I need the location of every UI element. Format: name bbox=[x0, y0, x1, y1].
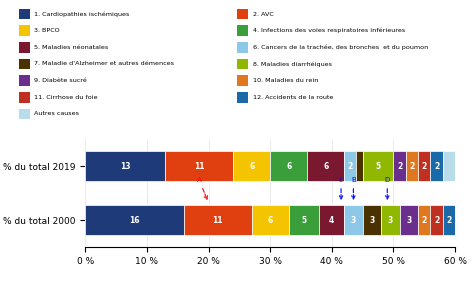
Text: 2: 2 bbox=[421, 162, 427, 171]
Text: 2: 2 bbox=[446, 216, 452, 225]
Text: 3: 3 bbox=[369, 216, 374, 225]
Text: 1. Cardiopathies ischémiques: 1. Cardiopathies ischémiques bbox=[34, 11, 130, 17]
Text: 5. Maladies néonatales: 5. Maladies néonatales bbox=[34, 45, 109, 50]
Text: 7. Maladie d'Alzheimer et autres démences: 7. Maladie d'Alzheimer et autres démence… bbox=[34, 62, 174, 66]
Text: Autres causes: Autres causes bbox=[34, 112, 79, 116]
Bar bbox=[85, 205, 184, 235]
FancyBboxPatch shape bbox=[237, 9, 248, 19]
Bar bbox=[363, 151, 393, 181]
Text: 3: 3 bbox=[388, 216, 393, 225]
Text: 11: 11 bbox=[212, 216, 223, 225]
Bar bbox=[319, 205, 344, 235]
Text: 6. Cancers de la trachée, des bronches  et du poumon: 6. Cancers de la trachée, des bronches e… bbox=[253, 45, 428, 50]
Text: 6: 6 bbox=[323, 162, 328, 171]
FancyBboxPatch shape bbox=[18, 108, 30, 119]
Text: 9. Diabète sucré: 9. Diabète sucré bbox=[34, 78, 87, 83]
Bar bbox=[165, 151, 233, 181]
FancyBboxPatch shape bbox=[237, 42, 248, 53]
Bar bbox=[184, 205, 252, 235]
Bar bbox=[443, 205, 455, 235]
FancyBboxPatch shape bbox=[18, 59, 30, 69]
Text: A: A bbox=[197, 177, 207, 199]
Text: B: B bbox=[351, 177, 356, 199]
Bar bbox=[430, 151, 443, 181]
Text: 3: 3 bbox=[351, 216, 356, 225]
Text: 11: 11 bbox=[194, 162, 205, 171]
Text: 2: 2 bbox=[421, 216, 427, 225]
Text: 16: 16 bbox=[129, 216, 140, 225]
Text: 5: 5 bbox=[301, 216, 307, 225]
Bar bbox=[233, 151, 270, 181]
Text: D: D bbox=[384, 177, 390, 199]
Bar bbox=[406, 151, 418, 181]
Text: 2: 2 bbox=[397, 162, 402, 171]
Text: 10. Maladies du rein: 10. Maladies du rein bbox=[253, 78, 318, 83]
Text: c: c bbox=[339, 177, 343, 199]
Bar bbox=[344, 151, 356, 181]
Bar bbox=[381, 205, 400, 235]
FancyBboxPatch shape bbox=[18, 42, 30, 53]
FancyBboxPatch shape bbox=[237, 92, 248, 103]
Text: 5: 5 bbox=[375, 162, 381, 171]
Bar bbox=[307, 151, 344, 181]
Bar bbox=[418, 205, 430, 235]
Text: 2: 2 bbox=[434, 216, 439, 225]
Text: 2: 2 bbox=[347, 162, 353, 171]
Text: 12. Accidents de la route: 12. Accidents de la route bbox=[253, 95, 333, 100]
Bar bbox=[289, 205, 319, 235]
Text: 4. Infections des voies respiratoires inférieures: 4. Infections des voies respiratoires in… bbox=[253, 28, 405, 34]
FancyBboxPatch shape bbox=[18, 92, 30, 103]
FancyBboxPatch shape bbox=[18, 9, 30, 19]
Bar bbox=[430, 205, 443, 235]
Bar bbox=[455, 205, 474, 235]
FancyBboxPatch shape bbox=[237, 25, 248, 36]
Text: 6: 6 bbox=[249, 162, 255, 171]
Bar bbox=[356, 151, 363, 181]
Text: 8. Maladies diarrhéiques: 8. Maladies diarrhéiques bbox=[253, 61, 332, 67]
Text: 2: 2 bbox=[434, 162, 439, 171]
Text: 11. Cirrhose du foie: 11. Cirrhose du foie bbox=[34, 95, 98, 100]
FancyBboxPatch shape bbox=[18, 25, 30, 36]
Bar bbox=[270, 151, 307, 181]
Text: 6: 6 bbox=[267, 216, 273, 225]
Text: 13: 13 bbox=[120, 162, 131, 171]
Text: 2: 2 bbox=[409, 162, 415, 171]
Bar bbox=[85, 151, 165, 181]
FancyBboxPatch shape bbox=[18, 75, 30, 86]
Bar bbox=[400, 205, 418, 235]
Bar bbox=[363, 205, 381, 235]
Text: 3. BPCO: 3. BPCO bbox=[34, 28, 60, 33]
Bar bbox=[344, 205, 363, 235]
Bar bbox=[418, 151, 430, 181]
Text: 4: 4 bbox=[329, 216, 335, 225]
FancyBboxPatch shape bbox=[237, 59, 248, 69]
FancyBboxPatch shape bbox=[237, 75, 248, 86]
Bar bbox=[252, 205, 289, 235]
Text: 2. AVC: 2. AVC bbox=[253, 12, 273, 16]
Text: 6: 6 bbox=[286, 162, 292, 171]
Bar bbox=[393, 151, 406, 181]
Text: 3: 3 bbox=[406, 216, 411, 225]
Bar bbox=[443, 151, 474, 181]
